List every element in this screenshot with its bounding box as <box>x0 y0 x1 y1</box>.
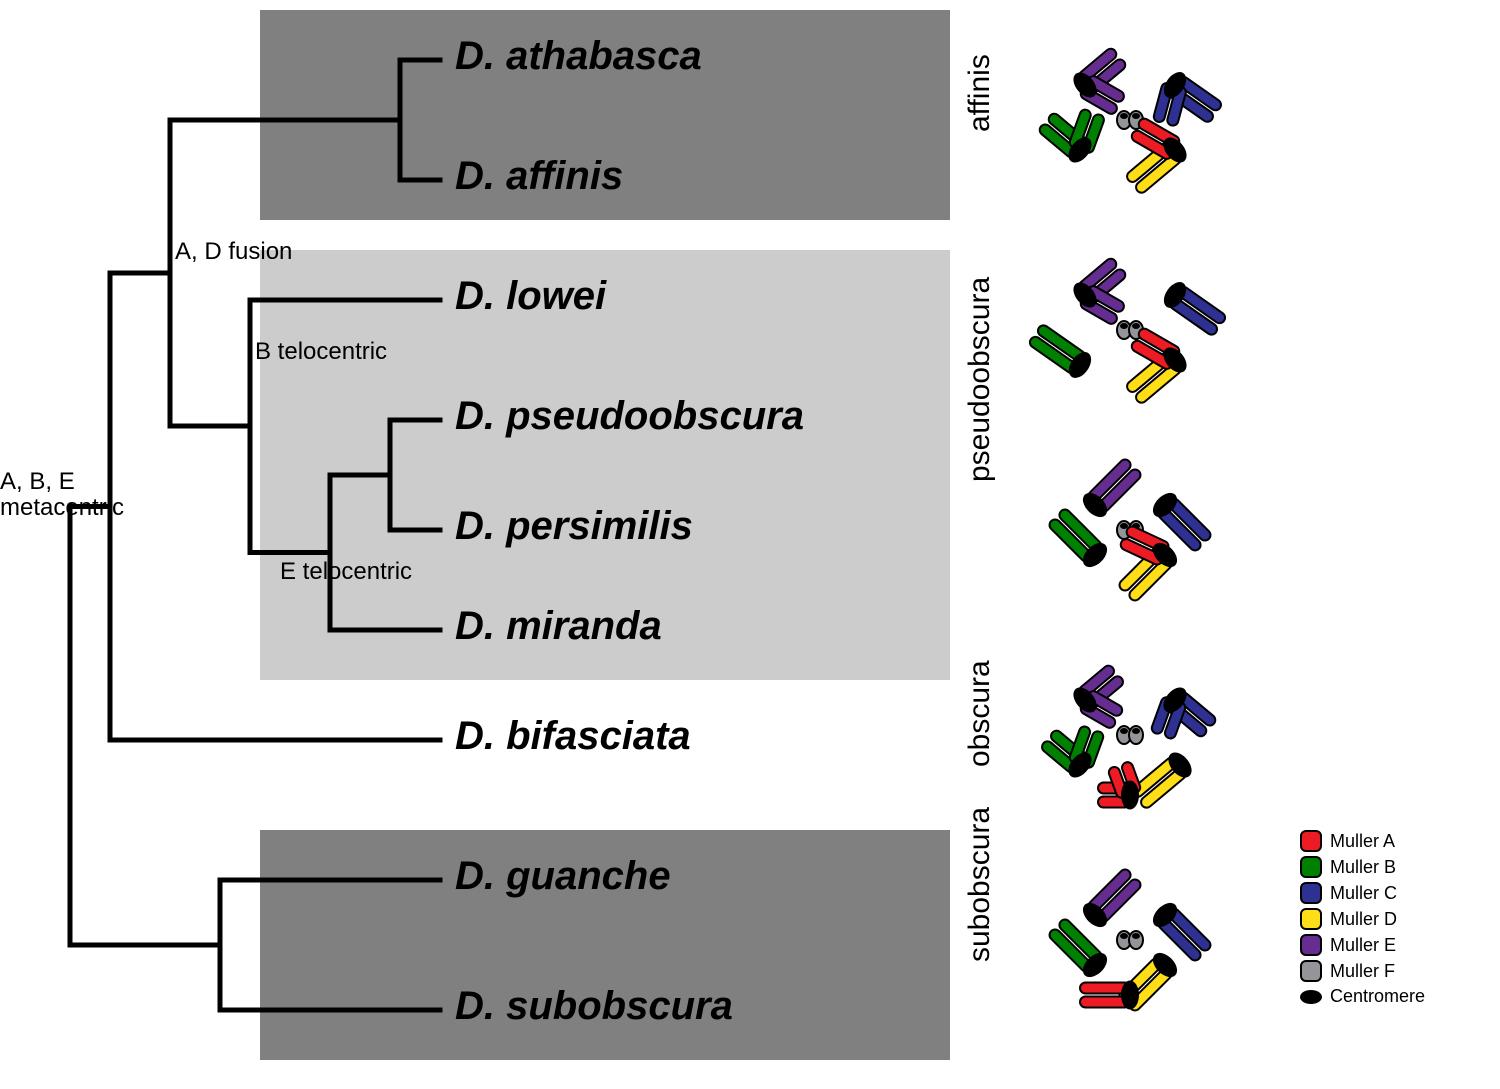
chromosome-subobscura-0 <box>1078 866 1144 932</box>
legend-label-muller_f: Muller F <box>1330 961 1395 982</box>
group-label-obscura: obscura <box>963 737 997 767</box>
legend: Muller A Muller B Muller C Muller D Muller E… <box>1300 830 1425 1011</box>
branch-label-e_telo: E telocentric <box>280 558 412 586</box>
species-bifasciata: D. bifasciata <box>455 714 691 759</box>
species-subobscura: D. subobscura <box>455 984 733 1029</box>
legend-label-muller_d: Muller D <box>1330 909 1397 930</box>
chromosome-obscura-0 <box>1067 662 1143 738</box>
legend-swatch-muller_a <box>1300 830 1322 852</box>
karyotype-pseudoobscura <box>1020 440 1260 620</box>
branch-label-abe_meta_1: A, B, E <box>0 468 75 496</box>
chromosome-obscura-1 <box>1140 681 1218 759</box>
legend-label-muller_e: Muller E <box>1330 935 1396 956</box>
chromosome-lowei-3 <box>1027 322 1096 382</box>
karyotype-lowei <box>1020 240 1260 420</box>
species-miranda: D. miranda <box>455 604 662 649</box>
chromosome-pseudoobscura-0 <box>1078 456 1144 522</box>
legend-swatch-centromere <box>1300 990 1322 1004</box>
karyotype-affinis <box>1020 30 1260 210</box>
figure-container: D. athabasca D. affinis D. lowei D. pseudoo… <box>0 0 1500 1089</box>
legend-item-centromere: Centromere <box>1300 986 1425 1007</box>
legend-label-muller_a: Muller A <box>1330 831 1395 852</box>
legend-item-muller_a: Muller A <box>1300 830 1425 852</box>
branch-label-b_telo: B telocentric <box>255 338 387 366</box>
legend-swatch-muller_f <box>1300 960 1322 982</box>
chromosome-subobscura-5 <box>1080 981 1139 1010</box>
species-athabasca: D. athabasca <box>455 34 702 79</box>
legend-label-centromere: Centromere <box>1330 986 1425 1007</box>
chromosome-lowei-1 <box>1159 278 1228 338</box>
legend-item-muller_b: Muller B <box>1300 856 1425 878</box>
legend-item-muller_e: Muller E <box>1300 934 1425 956</box>
legend-item-muller_c: Muller C <box>1300 882 1425 904</box>
legend-swatch-muller_d <box>1300 908 1322 930</box>
legend-item-muller_d: Muller D <box>1300 908 1425 930</box>
species-pseudoobscura: D. pseudoobscura <box>455 394 804 439</box>
branch-label-ad_fusion: A, D fusion <box>175 238 292 266</box>
species-persimilis: D. persimilis <box>455 504 693 549</box>
chromosome-obscura-5 <box>1098 761 1142 810</box>
legend-label-muller_b: Muller B <box>1330 857 1396 878</box>
group-label-affinis: affinis <box>963 102 997 132</box>
species-guanche: D. guanche <box>455 854 671 899</box>
branch-label-abe_meta_2: metacentric <box>0 494 124 522</box>
legend-swatch-muller_b <box>1300 856 1322 878</box>
species-lowei: D. lowei <box>455 274 606 319</box>
species-affinis: D. affinis <box>455 154 623 199</box>
chromosome-subobscura-2 <box>1117 931 1143 949</box>
legend-item-muller_f: Muller F <box>1300 960 1425 982</box>
legend-swatch-muller_e <box>1300 934 1322 956</box>
group-label-pseudoobscura: pseudoobscura <box>963 452 997 482</box>
karyotype-subobscura <box>1020 855 1260 1035</box>
legend-swatch-muller_c <box>1300 882 1322 904</box>
chromosome-obscura-2 <box>1117 726 1143 744</box>
karyotype-obscura <box>1020 650 1260 830</box>
group-label-subobscura: subobscura <box>963 932 997 962</box>
legend-label-muller_c: Muller C <box>1330 883 1397 904</box>
